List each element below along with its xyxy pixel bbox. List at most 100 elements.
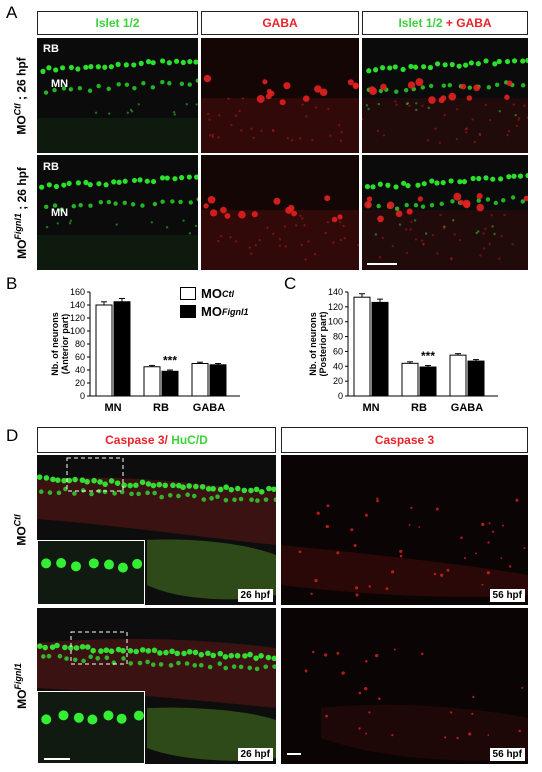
- cell-dot: [59, 65, 66, 71]
- cell-dot: [121, 482, 127, 489]
- cell-dot: [241, 487, 248, 494]
- cell-dot: [50, 476, 56, 483]
- cell-dot: [427, 106, 431, 110]
- cell-dot: [43, 475, 50, 481]
- cell-dot: [302, 95, 310, 102]
- y-axis-label: Nb. of neurons: [50, 312, 60, 376]
- cell-dot: [115, 223, 118, 226]
- cell-dot: [450, 258, 453, 261]
- cell-dot: [409, 228, 412, 231]
- cell-dot: [365, 732, 367, 735]
- cell-dot: [327, 107, 330, 110]
- cell-dot: [456, 736, 459, 740]
- cell-dot: [470, 175, 476, 182]
- image-d-ctl-caspase: 56 hpf: [281, 455, 528, 605]
- cell-dot: [258, 488, 265, 495]
- cell-dot: [102, 64, 108, 70]
- cell-dot: [95, 656, 101, 661]
- cell-dot: [310, 592, 313, 596]
- cell-dot: [167, 492, 173, 498]
- cell-dot: [58, 710, 69, 721]
- cell-dot: [181, 650, 187, 657]
- cell-dot: [133, 482, 139, 489]
- cell-dot: [439, 201, 444, 207]
- cell-dot: [72, 657, 78, 663]
- cell-dot: [453, 233, 456, 236]
- cell-dot: [440, 95, 447, 101]
- cell-dot: [131, 177, 138, 184]
- cell-dot: [238, 210, 246, 219]
- cell-dot: [207, 664, 213, 670]
- row-label-mo: MO: [15, 239, 30, 259]
- bar: [467, 360, 485, 397]
- row-label-mo: MO: [15, 114, 30, 135]
- cell-dot: [474, 552, 477, 555]
- y-axis-label: Nb. of neurons: [308, 312, 318, 376]
- cell-dot: [199, 484, 206, 490]
- cell-dot: [91, 477, 97, 484]
- cell-dot: [266, 485, 272, 492]
- cell-dot: [476, 203, 485, 212]
- cell-dot: [145, 481, 152, 487]
- cell-dot: [294, 224, 298, 227]
- cell-dot: [440, 180, 446, 186]
- cell-dot: [75, 66, 81, 72]
- cell-dot: [186, 649, 193, 655]
- cell-dot: [418, 526, 421, 528]
- bar: [191, 363, 209, 397]
- cell-dot: [88, 203, 93, 208]
- cell-dot: [442, 62, 448, 68]
- cell-dot: [331, 216, 338, 223]
- cell-dot: [412, 64, 419, 70]
- cell-dot: [313, 253, 317, 256]
- cell-dot: [98, 200, 104, 205]
- scale-bar: [44, 758, 70, 760]
- cell-dot: [368, 585, 372, 588]
- cell-dot: [103, 647, 110, 654]
- cell-dot: [476, 198, 481, 203]
- cell-dot: [176, 493, 181, 499]
- cell-dot: [173, 58, 180, 64]
- cell-dot: [46, 653, 52, 659]
- cell-dot: [380, 83, 387, 91]
- significance-marker: ***: [163, 353, 177, 367]
- header-caspase: Caspase 3/: [105, 433, 172, 447]
- cell-dot: [108, 64, 114, 70]
- cell-dot: [288, 204, 295, 212]
- cell-dot: [355, 586, 359, 590]
- cell-dot: [460, 536, 463, 540]
- cell-dot: [506, 174, 512, 180]
- cell-dot: [174, 650, 181, 657]
- header-merge-green: Islet 1/2: [398, 16, 443, 30]
- cell-dot: [428, 83, 434, 89]
- cell-dot: [102, 489, 108, 495]
- significance-marker: ***: [421, 349, 435, 363]
- y-tick-label: 140: [328, 287, 343, 297]
- cell-dot: [67, 644, 74, 651]
- cell-dot: [324, 231, 327, 235]
- cell-dot: [160, 199, 165, 204]
- cell-dot: [180, 484, 186, 491]
- cell-dot: [466, 95, 473, 101]
- cell-dot: [508, 565, 512, 568]
- cell-dot: [234, 485, 241, 492]
- cell-dot: [64, 656, 69, 661]
- cell-dot: [103, 559, 114, 570]
- cell-dot: [517, 173, 524, 179]
- image-a-fignl1-merge: [362, 155, 528, 270]
- cell-dot: [56, 558, 67, 569]
- cell-dot: [61, 477, 67, 484]
- header-islet: Islet 1/2: [37, 11, 198, 35]
- cell-dot: [511, 173, 517, 179]
- cell-dot: [440, 573, 444, 577]
- cell-dot: [420, 239, 424, 242]
- cell-dot: [367, 107, 370, 111]
- cell-dot: [364, 183, 371, 190]
- cell-dot: [124, 82, 130, 87]
- cell-dot: [271, 128, 275, 132]
- cell-dot: [385, 587, 389, 591]
- cell-dot: [428, 96, 436, 104]
- cell-dot: [178, 199, 183, 205]
- cell-dot: [217, 661, 223, 666]
- row-label-sup: Fignl1: [13, 212, 24, 240]
